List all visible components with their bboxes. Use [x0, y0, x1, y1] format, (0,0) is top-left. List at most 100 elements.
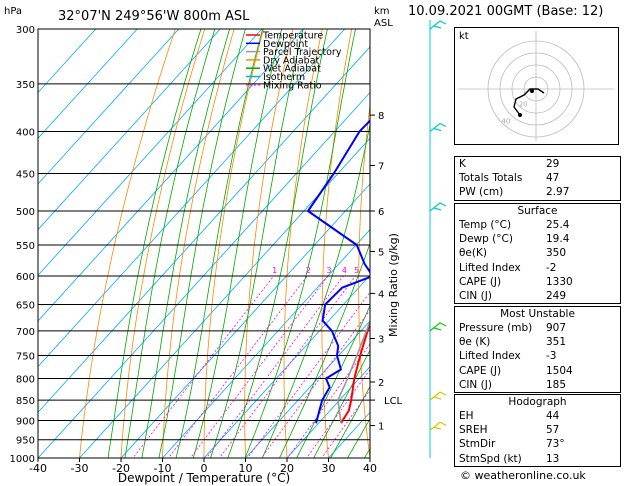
isotherm-line — [38, 29, 346, 368]
pressure-tick-label: 350 — [16, 80, 35, 91]
legend-label: Dry Adiabat — [263, 55, 320, 66]
x-tick-label: -30 — [71, 462, 89, 475]
legend-label: Temperature — [262, 31, 323, 42]
wind-barb-icon — [429, 322, 447, 332]
km-tick-label: 7 — [378, 162, 384, 173]
isotherm-line — [38, 46, 370, 413]
index-row: PW (cm) 2.97 — [455, 185, 620, 199]
dry-adiabat-line — [321, 29, 353, 458]
hodograph-point — [530, 89, 534, 93]
dry-adiabat-line — [358, 102, 370, 458]
km-tick-label: 4 — [378, 289, 384, 300]
hodograph-stat-row: StmSpd (kt) 13 — [455, 452, 620, 466]
surface-value: 350 — [546, 247, 567, 260]
pressure-tick-label: 900 — [16, 417, 35, 428]
pressure-tick-label: 750 — [16, 352, 35, 363]
surface-row: θe(K) 350 — [455, 246, 620, 260]
most-unstable-value: 185 — [546, 378, 567, 391]
isotherm-line — [38, 29, 97, 94]
mixing-ratio-line — [167, 275, 308, 458]
surface-label: θe(K) — [459, 247, 487, 260]
wet-adiabat-line — [124, 29, 216, 458]
asl-label: ASL — [374, 18, 393, 29]
wind-barb-icon — [429, 391, 447, 401]
x-tick-label: -10 — [154, 462, 172, 475]
mixing-ratio-label: 15 — [416, 266, 426, 275]
x-tick-label: 0 — [201, 462, 208, 475]
wet-adiabat-line — [244, 29, 356, 458]
wet-adiabat-line — [227, 29, 328, 458]
dry-adiabat-line — [203, 29, 264, 458]
pressure-tick-label: 1000 — [10, 454, 35, 465]
chart-grid: 1 2 3 4 5 8 10 15 20 25 — [38, 29, 426, 458]
wet-adiabat-line — [107, 29, 202, 458]
surface-row: CIN (J) 249 — [455, 289, 620, 303]
isotherm-line — [38, 29, 304, 322]
mixing-ratio-axis-label: Mixing Ratio (g/kg) — [387, 233, 400, 337]
mixing-ratio-line — [247, 291, 370, 458]
surface-row: Temp (°C) 25.4 — [455, 218, 620, 232]
series-temperature — [340, 318, 370, 424]
index-value: 29 — [546, 158, 560, 170]
x-tick-label: -20 — [112, 462, 130, 475]
most-unstable-row: CIN (J) 185 — [455, 378, 620, 392]
pressure-tick-label: 550 — [16, 241, 35, 252]
series-dewpoint — [307, 119, 370, 424]
mixing-ratio-line — [189, 275, 329, 458]
pressure-tick-label: 700 — [16, 327, 35, 338]
hodograph-point — [518, 113, 522, 117]
pressure-tick-label: 450 — [16, 170, 35, 181]
indices-panel: K 29 Totals Totals 47 PW (cm) 2.97 — [454, 156, 621, 201]
km-tick-label: LCL — [384, 396, 403, 407]
pressure-tick-label: 400 — [16, 128, 35, 139]
mixing-ratio-line — [206, 275, 344, 458]
most-unstable-row: CAPE (J) 1504 — [455, 364, 620, 378]
isotherm-line — [203, 274, 370, 458]
pressure-tick-label: 650 — [16, 301, 35, 312]
pressure-tick-label: 950 — [16, 436, 35, 447]
footer-credit: © weatheronline.co.uk — [460, 469, 586, 482]
index-label: Totals Totals — [459, 172, 523, 185]
hodograph-stat-value: 44 — [546, 410, 560, 422]
hodograph-stat-row: StmDir 73° — [455, 437, 620, 451]
wind-barb-icon — [433, 207, 442, 211]
x-tick-label: -40 — [29, 462, 47, 475]
pressure-tick-label: 850 — [16, 396, 35, 407]
wind-barb-icon — [429, 202, 447, 212]
most-unstable-label: Pressure (mb) — [459, 322, 533, 334]
hodograph-stat-row: EH 44 — [455, 409, 620, 423]
surface-label: CIN (J) — [459, 289, 492, 302]
wind-barbs — [429, 20, 447, 458]
index-value: 2.97 — [546, 186, 570, 199]
mixing-ratio-line — [218, 275, 356, 458]
index-label: PW (cm) — [459, 186, 504, 199]
x-axis-label: Dewpoint / Temperature (°C) — [118, 471, 290, 485]
hodograph-stat-row: SREH 57 — [455, 423, 620, 437]
isotherm-line — [38, 29, 180, 185]
wet-adiabat-line — [210, 29, 304, 458]
isotherm-line — [286, 366, 370, 458]
wet-adiabat-line — [330, 385, 370, 458]
x-tick-label: 10 — [239, 462, 253, 475]
wet-adiabat-line — [158, 29, 246, 458]
mixing-ratio-label: 4 — [342, 266, 347, 275]
isotherm-line — [38, 29, 221, 231]
wet-adiabat-line — [296, 304, 370, 458]
surface-label: Lifted Index — [459, 261, 521, 274]
mixing-ratio-label: 2 — [306, 266, 311, 275]
series-parcel-trajectory — [337, 319, 370, 424]
most-unstable-value: 907 — [546, 322, 567, 334]
dry-adiabat-line — [79, 29, 176, 458]
most-unstable-label: Lifted Index — [459, 350, 521, 363]
most-unstable-row: θe (K) 351 — [455, 335, 620, 349]
surface-row: Dewp (°C) 19.4 — [455, 232, 620, 246]
hodograph-table-title: Hodograph — [508, 396, 567, 408]
wind-barb-icon — [433, 127, 442, 132]
isotherm-line — [38, 91, 370, 458]
surface-label: Dewp (°C) — [459, 233, 513, 246]
most-unstable-value: 351 — [546, 336, 567, 349]
wind-barb-icon — [429, 421, 447, 431]
hodograph-stat-value: 73° — [546, 438, 565, 451]
x-tick-label: 30 — [322, 462, 336, 475]
